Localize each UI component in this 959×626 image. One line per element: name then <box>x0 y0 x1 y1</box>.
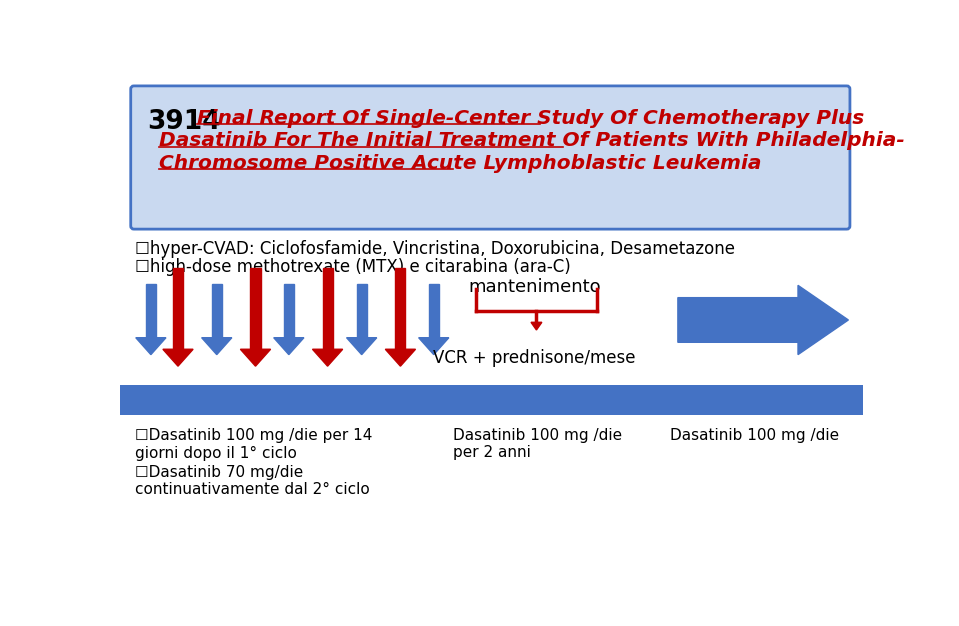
Text: ☐high-dose methotrexate (MTX) e citarabina (ara-C): ☐high-dose methotrexate (MTX) e citarabi… <box>135 259 572 277</box>
Polygon shape <box>163 349 193 366</box>
Polygon shape <box>322 269 333 349</box>
Polygon shape <box>419 337 449 355</box>
Polygon shape <box>357 284 366 337</box>
Text: giorni dopo il 1° ciclo: giorni dopo il 1° ciclo <box>135 446 297 461</box>
FancyArrow shape <box>678 285 849 355</box>
Text: 3914: 3914 <box>147 109 221 135</box>
Polygon shape <box>395 269 406 349</box>
Text: per 2 anni: per 2 anni <box>453 446 531 461</box>
Polygon shape <box>313 349 342 366</box>
Polygon shape <box>386 349 415 366</box>
Polygon shape <box>146 284 156 337</box>
Polygon shape <box>136 337 166 355</box>
Polygon shape <box>531 322 542 330</box>
Polygon shape <box>250 269 261 349</box>
Polygon shape <box>346 337 377 355</box>
Text: mantenimento: mantenimento <box>468 279 600 296</box>
Text: VCR + prednisone/mese: VCR + prednisone/mese <box>433 349 636 367</box>
Text: Dasatinib 100 mg /die: Dasatinib 100 mg /die <box>453 428 622 443</box>
Text: Final Report Of Single-Center Study Of Chemotherapy Plus: Final Report Of Single-Center Study Of C… <box>198 109 865 128</box>
Text: continuativamente dal 2° ciclo: continuativamente dal 2° ciclo <box>135 483 370 498</box>
Text: Dasatinib 100 mg /die: Dasatinib 100 mg /die <box>670 428 839 443</box>
Polygon shape <box>201 337 232 355</box>
Polygon shape <box>212 284 222 337</box>
Polygon shape <box>273 337 304 355</box>
Text: ☐hyper-CVAD: Ciclofosfamide, Vincristina, Doxorubicina, Desametazone: ☐hyper-CVAD: Ciclofosfamide, Vincristina… <box>135 240 736 258</box>
Polygon shape <box>173 269 183 349</box>
Text: ☐Dasatinib 100 mg /die per 14: ☐Dasatinib 100 mg /die per 14 <box>135 428 373 443</box>
Polygon shape <box>429 284 439 337</box>
Bar <box>120 386 863 414</box>
FancyBboxPatch shape <box>130 86 850 229</box>
Text: Chromosome Positive Acute Lymphoblastic Leukemia: Chromosome Positive Acute Lymphoblastic … <box>158 153 761 173</box>
Text: Dasatinib For The Initial Treatment Of Patients With Philadelphia-: Dasatinib For The Initial Treatment Of P… <box>158 131 904 150</box>
Polygon shape <box>284 284 293 337</box>
Text: ☐Dasatinib 70 mg/die: ☐Dasatinib 70 mg/die <box>135 464 304 480</box>
Polygon shape <box>241 349 270 366</box>
